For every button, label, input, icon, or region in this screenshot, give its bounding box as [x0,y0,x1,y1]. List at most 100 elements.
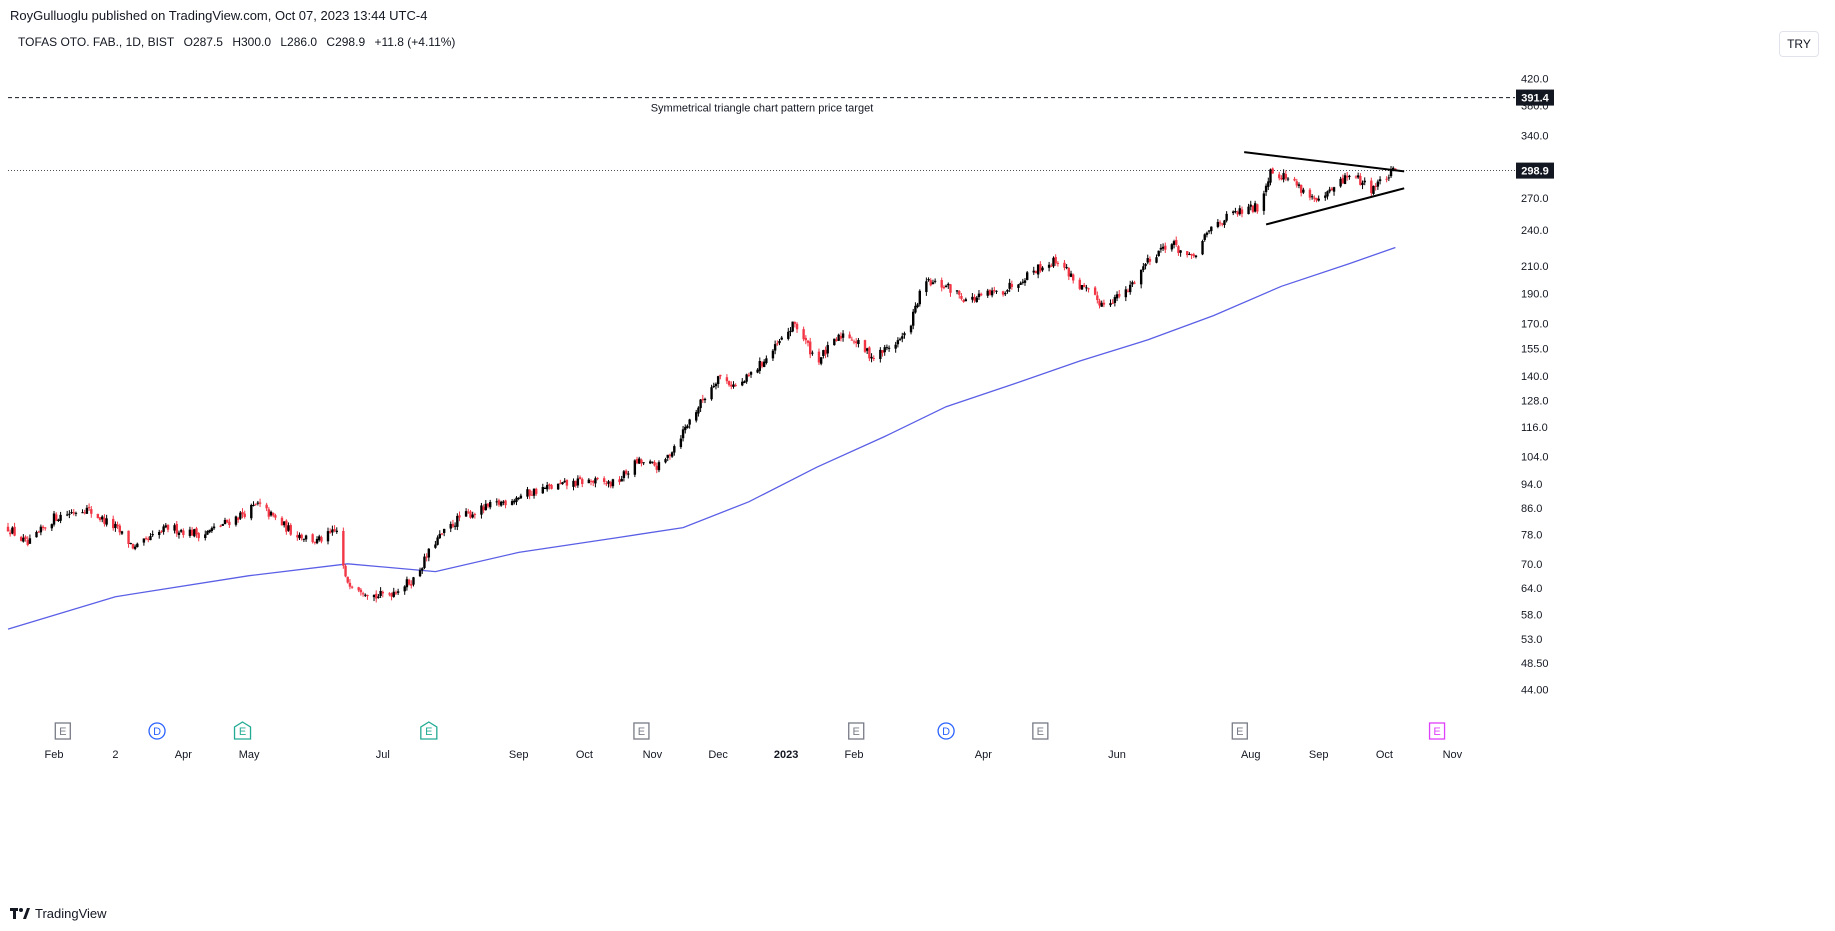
currency-button[interactable]: TRY [1779,31,1819,57]
candle-body [361,593,365,595]
candle-body [473,514,477,516]
candle-up [59,511,62,524]
candle-down [388,592,391,597]
candle-up [710,384,713,401]
candle-body [848,334,851,339]
candle-body [164,525,168,528]
candle-up [1036,264,1040,279]
candle-body [872,357,875,359]
candle-body [561,482,564,485]
candle-down [802,326,805,342]
candle-up [995,290,998,294]
candle-down [497,498,501,507]
candle-up [914,302,917,314]
earnings-event-icon[interactable]: E [1032,722,1049,740]
candle-up [778,338,781,346]
candle-body [762,361,766,367]
candle-down [473,512,477,519]
candle-body [556,483,560,490]
event-label: D [942,726,950,738]
candle-down [98,517,102,522]
earnings-event-icon[interactable]: E [1231,722,1248,740]
candle-body [817,351,821,363]
candle-body [1264,185,1268,193]
candle-up [57,518,60,522]
candle-up [1378,176,1382,185]
candle-down [804,335,808,345]
dividend-event-icon[interactable]: D [148,722,166,740]
candle-body [793,322,797,324]
candle-up [712,382,715,389]
candle-up [403,585,406,595]
candle-body [756,369,759,373]
candle-up [50,523,54,531]
candle-down [87,503,91,511]
candle-body [208,529,211,533]
candle-down [1284,170,1288,181]
candle-down [313,541,317,545]
candle-up [234,515,238,527]
earnings-event-icon[interactable]: E [420,721,438,740]
candle-body [841,333,845,338]
candle-body [8,532,12,535]
candle-body [425,556,428,558]
candle-down [1096,291,1099,304]
candle-body [1295,181,1298,186]
candle-down [640,458,643,467]
candle-body [1293,178,1296,181]
candle-up [756,368,759,374]
candle-body [1177,246,1180,253]
target-price-label-text: 391.4 [1521,93,1549,105]
candle-up [841,330,845,342]
time-tick-label: Nov [643,749,663,761]
candle-body [239,512,242,519]
candle-body [1225,213,1228,221]
candle-body [1262,193,1266,211]
time-axis[interactable]: Feb 2 Apr May Jul Sep Oct Nov Dec 2023 Feb Apr Jun Au… [45,749,1463,761]
candle-body [1354,176,1358,178]
candle-body [732,384,735,387]
candle-body [734,385,737,387]
candle-body [282,521,286,526]
candle-body [112,518,115,529]
candle-down [241,508,244,519]
candle-body [942,286,946,289]
candle-body [1308,189,1312,198]
candle-body [563,480,566,483]
candle-down [1280,175,1283,181]
candle-body [1315,197,1318,201]
candle-body [1102,302,1106,305]
candle-body [1142,266,1145,271]
candle-body [160,531,163,533]
dividend-event-icon[interactable]: D [937,722,955,740]
earnings-event-icon[interactable]: E [54,722,71,740]
candle-down [1010,280,1014,290]
candle-down [1354,175,1358,179]
candle-down [806,339,810,347]
candle-body [497,500,501,505]
candle-body [166,524,170,530]
candle-body [642,462,645,464]
candle-up [105,514,108,527]
candle-body [574,480,577,486]
candle-body [589,480,593,482]
candle-body [885,347,889,349]
candle-body [1161,246,1165,249]
candle-body [68,513,71,515]
earnings-event-icon[interactable]: E [1428,722,1446,740]
candle-up [298,532,301,541]
candle-down [8,529,12,537]
candle-body [116,524,119,527]
event-label: E [1236,726,1243,738]
candle-body [315,538,319,544]
candle-up [1282,169,1285,183]
candle-body [228,521,231,526]
candle-body [1297,184,1301,186]
earnings-event-icon[interactable]: E [848,722,865,740]
earnings-event-icon[interactable]: E [633,722,650,740]
candle-down [848,331,851,339]
earnings-event-icon[interactable]: E [233,721,252,740]
price-axis[interactable]: 420.0380.0340.0270.0240.0210.0190.0170.0… [1521,73,1549,696]
